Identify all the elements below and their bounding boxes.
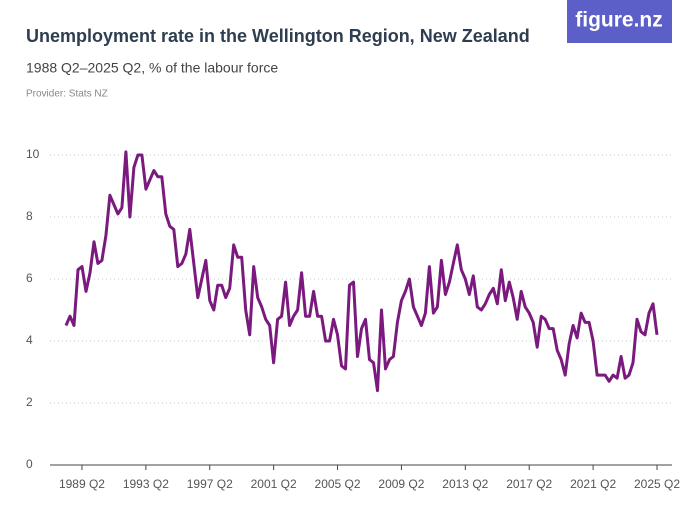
brand: figure.nz xyxy=(575,9,663,32)
chart-subtitle: 1988 Q2–2025 Q2, % of the labour force xyxy=(26,60,278,76)
x-tick-label: 2013 Q2 xyxy=(442,477,488,491)
x-tick-label: 1989 Q2 xyxy=(59,477,105,491)
y-tick-label: 0 xyxy=(26,457,33,471)
x-tick-label: 2005 Q2 xyxy=(315,477,361,491)
x-tick-label: 1993 Q2 xyxy=(123,477,169,491)
x-tick-label: 2025 Q2 xyxy=(634,477,680,491)
line xyxy=(64,150,659,393)
y-tick-label: 2 xyxy=(26,395,33,409)
x-tick-label: 1997 Q2 xyxy=(187,477,233,491)
y-tick-label: 6 xyxy=(26,271,33,285)
x-tick-label: 2001 Q2 xyxy=(251,477,297,491)
x-tick-label: 2021 Q2 xyxy=(570,477,616,491)
source: Provider: Stats NZ xyxy=(26,89,108,100)
y-tick-label: 10 xyxy=(26,147,40,161)
brand-box xyxy=(567,0,672,43)
x-tick-label: 2009 Q2 xyxy=(378,477,424,491)
y-tick-label: 4 xyxy=(26,333,33,347)
y-tick-label: 8 xyxy=(26,209,33,223)
x-tick-label: 2017 Q2 xyxy=(506,477,552,491)
chart-title: Unemployment rate in the Wellington Regi… xyxy=(26,26,530,46)
